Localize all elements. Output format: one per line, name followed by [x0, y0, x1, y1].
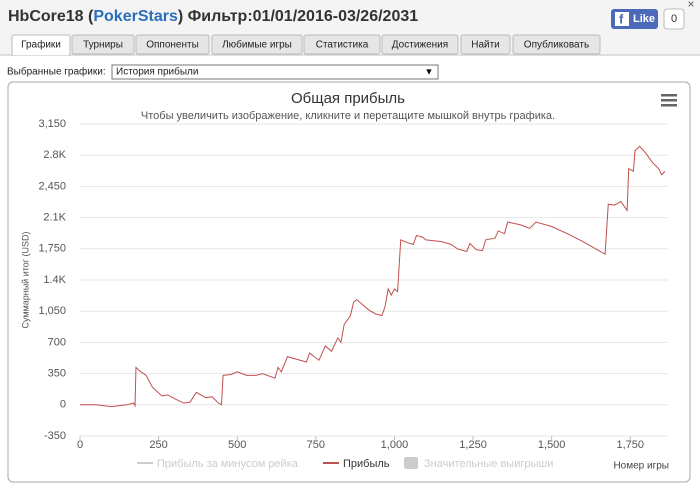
tab-label: Статистика — [316, 40, 369, 51]
site-name: PokerStars — [93, 8, 178, 25]
like-label: Like — [633, 13, 655, 25]
chart-select[interactable]: История прибыли ▼ — [111, 64, 439, 80]
legend-label: Прибыль за минусом рейка — [157, 458, 299, 470]
tab-bg — [211, 34, 303, 55]
chart-subtitle: Чтобы увеличить изображение, кликните и … — [141, 110, 555, 122]
y-tick-label: 3,150 — [38, 118, 66, 130]
chart-title: Общая прибыль — [291, 90, 405, 107]
tab-bg — [135, 34, 210, 55]
title-end: ) Фильтр:01/01/2016-03/26/2031 — [178, 8, 418, 25]
tab-label: Турниры — [83, 40, 123, 51]
select-arrow: ▼ — [425, 66, 434, 76]
y-tick-label: 2.8K — [43, 149, 66, 161]
menu-bar — [661, 94, 677, 97]
y-tick-label: 700 — [48, 336, 66, 348]
select-box — [111, 64, 439, 80]
tab-label: Оппоненты — [146, 40, 199, 51]
window-title: HbCore18 (PokerStars) Фильтр:01/01/2016-… — [8, 8, 418, 25]
tab-bg — [460, 34, 511, 55]
tab[interactable]: Оппоненты — [135, 34, 210, 55]
y-tick-label: 2.1K — [43, 212, 66, 224]
y-tick-label: 1,750 — [38, 243, 66, 255]
tab[interactable]: Статистика — [303, 34, 381, 55]
legend-item[interactable]: Прибыль — [323, 458, 390, 470]
tab-bg — [303, 34, 381, 55]
chart-panel — [7, 81, 691, 483]
x-tick-label: 1,000 — [381, 439, 409, 451]
menu-bar — [661, 99, 677, 102]
tab[interactable]: Турниры — [71, 34, 135, 55]
plot: -350 0 350 700 1,050 1.4K 1,750 2.1K 2,450 2.8K 3,… — [38, 118, 668, 470]
y-tick-label: 1.4K — [43, 274, 66, 286]
tab-label: Найти — [471, 40, 500, 51]
x-tick-label: 250 — [149, 439, 167, 451]
y-axis-label: Суммарный итог (USD) — [20, 231, 30, 328]
tab-label: Графики — [21, 39, 61, 51]
tab-label: Опубликовать — [524, 39, 589, 51]
tab[interactable]: Опубликовать — [512, 34, 601, 55]
x-tick-label: 750 — [307, 439, 325, 451]
x-tick-label: 500 — [228, 439, 246, 451]
fb-f: f — [619, 11, 624, 26]
x-tick-label: 1,750 — [617, 439, 645, 451]
tab[interactable]: Найти — [460, 34, 511, 55]
title-start: HbCore18 ( — [8, 8, 94, 25]
tab-bg — [512, 34, 601, 55]
tab-bg — [381, 34, 459, 55]
legend-item[interactable]: Значительные выигрыши — [404, 457, 553, 470]
y-tick-label: 1,050 — [38, 305, 66, 317]
menu-icon[interactable] — [661, 94, 677, 107]
x-tick-label: 0 — [77, 439, 83, 451]
tab-label: Достижения — [392, 40, 448, 51]
tab-bar: Графики Турниры Оппоненты Любимые игры Стати… — [11, 34, 601, 57]
legend-label: Прибыль — [343, 458, 390, 470]
close-button[interactable]: × — [687, 0, 694, 11]
menu-bar — [661, 104, 677, 107]
x-tick-label: 1,500 — [538, 439, 566, 451]
tab-label: Любимые игры — [222, 39, 292, 51]
y-tick-label: 2,450 — [38, 180, 66, 192]
tab[interactable]: Достижения — [381, 34, 459, 55]
selector-label: Выбранные графики: — [7, 66, 106, 78]
y-tick-label: 0 — [60, 399, 66, 411]
x-axis-label: Номер игры — [613, 461, 669, 472]
legend-item[interactable]: Прибыль за минусом рейка — [137, 458, 299, 470]
tab-bg — [71, 34, 135, 55]
profit-line — [80, 145, 666, 408]
y-tick-label: 350 — [48, 368, 66, 380]
legend-label: Значительные выигрыши — [424, 458, 553, 470]
y-tick-label: -350 — [44, 430, 66, 442]
x-tick-label: 1,250 — [459, 439, 487, 451]
like-count: 0 — [671, 13, 677, 25]
like-count-box — [663, 8, 685, 30]
fb-icon — [615, 12, 629, 26]
like-button[interactable]: f Like — [611, 9, 658, 29]
tab[interactable]: Графики — [11, 34, 71, 57]
select-value: История прибыли — [116, 66, 198, 78]
legend-swatch — [404, 457, 418, 469]
tab[interactable]: Любимые игры — [211, 34, 303, 55]
